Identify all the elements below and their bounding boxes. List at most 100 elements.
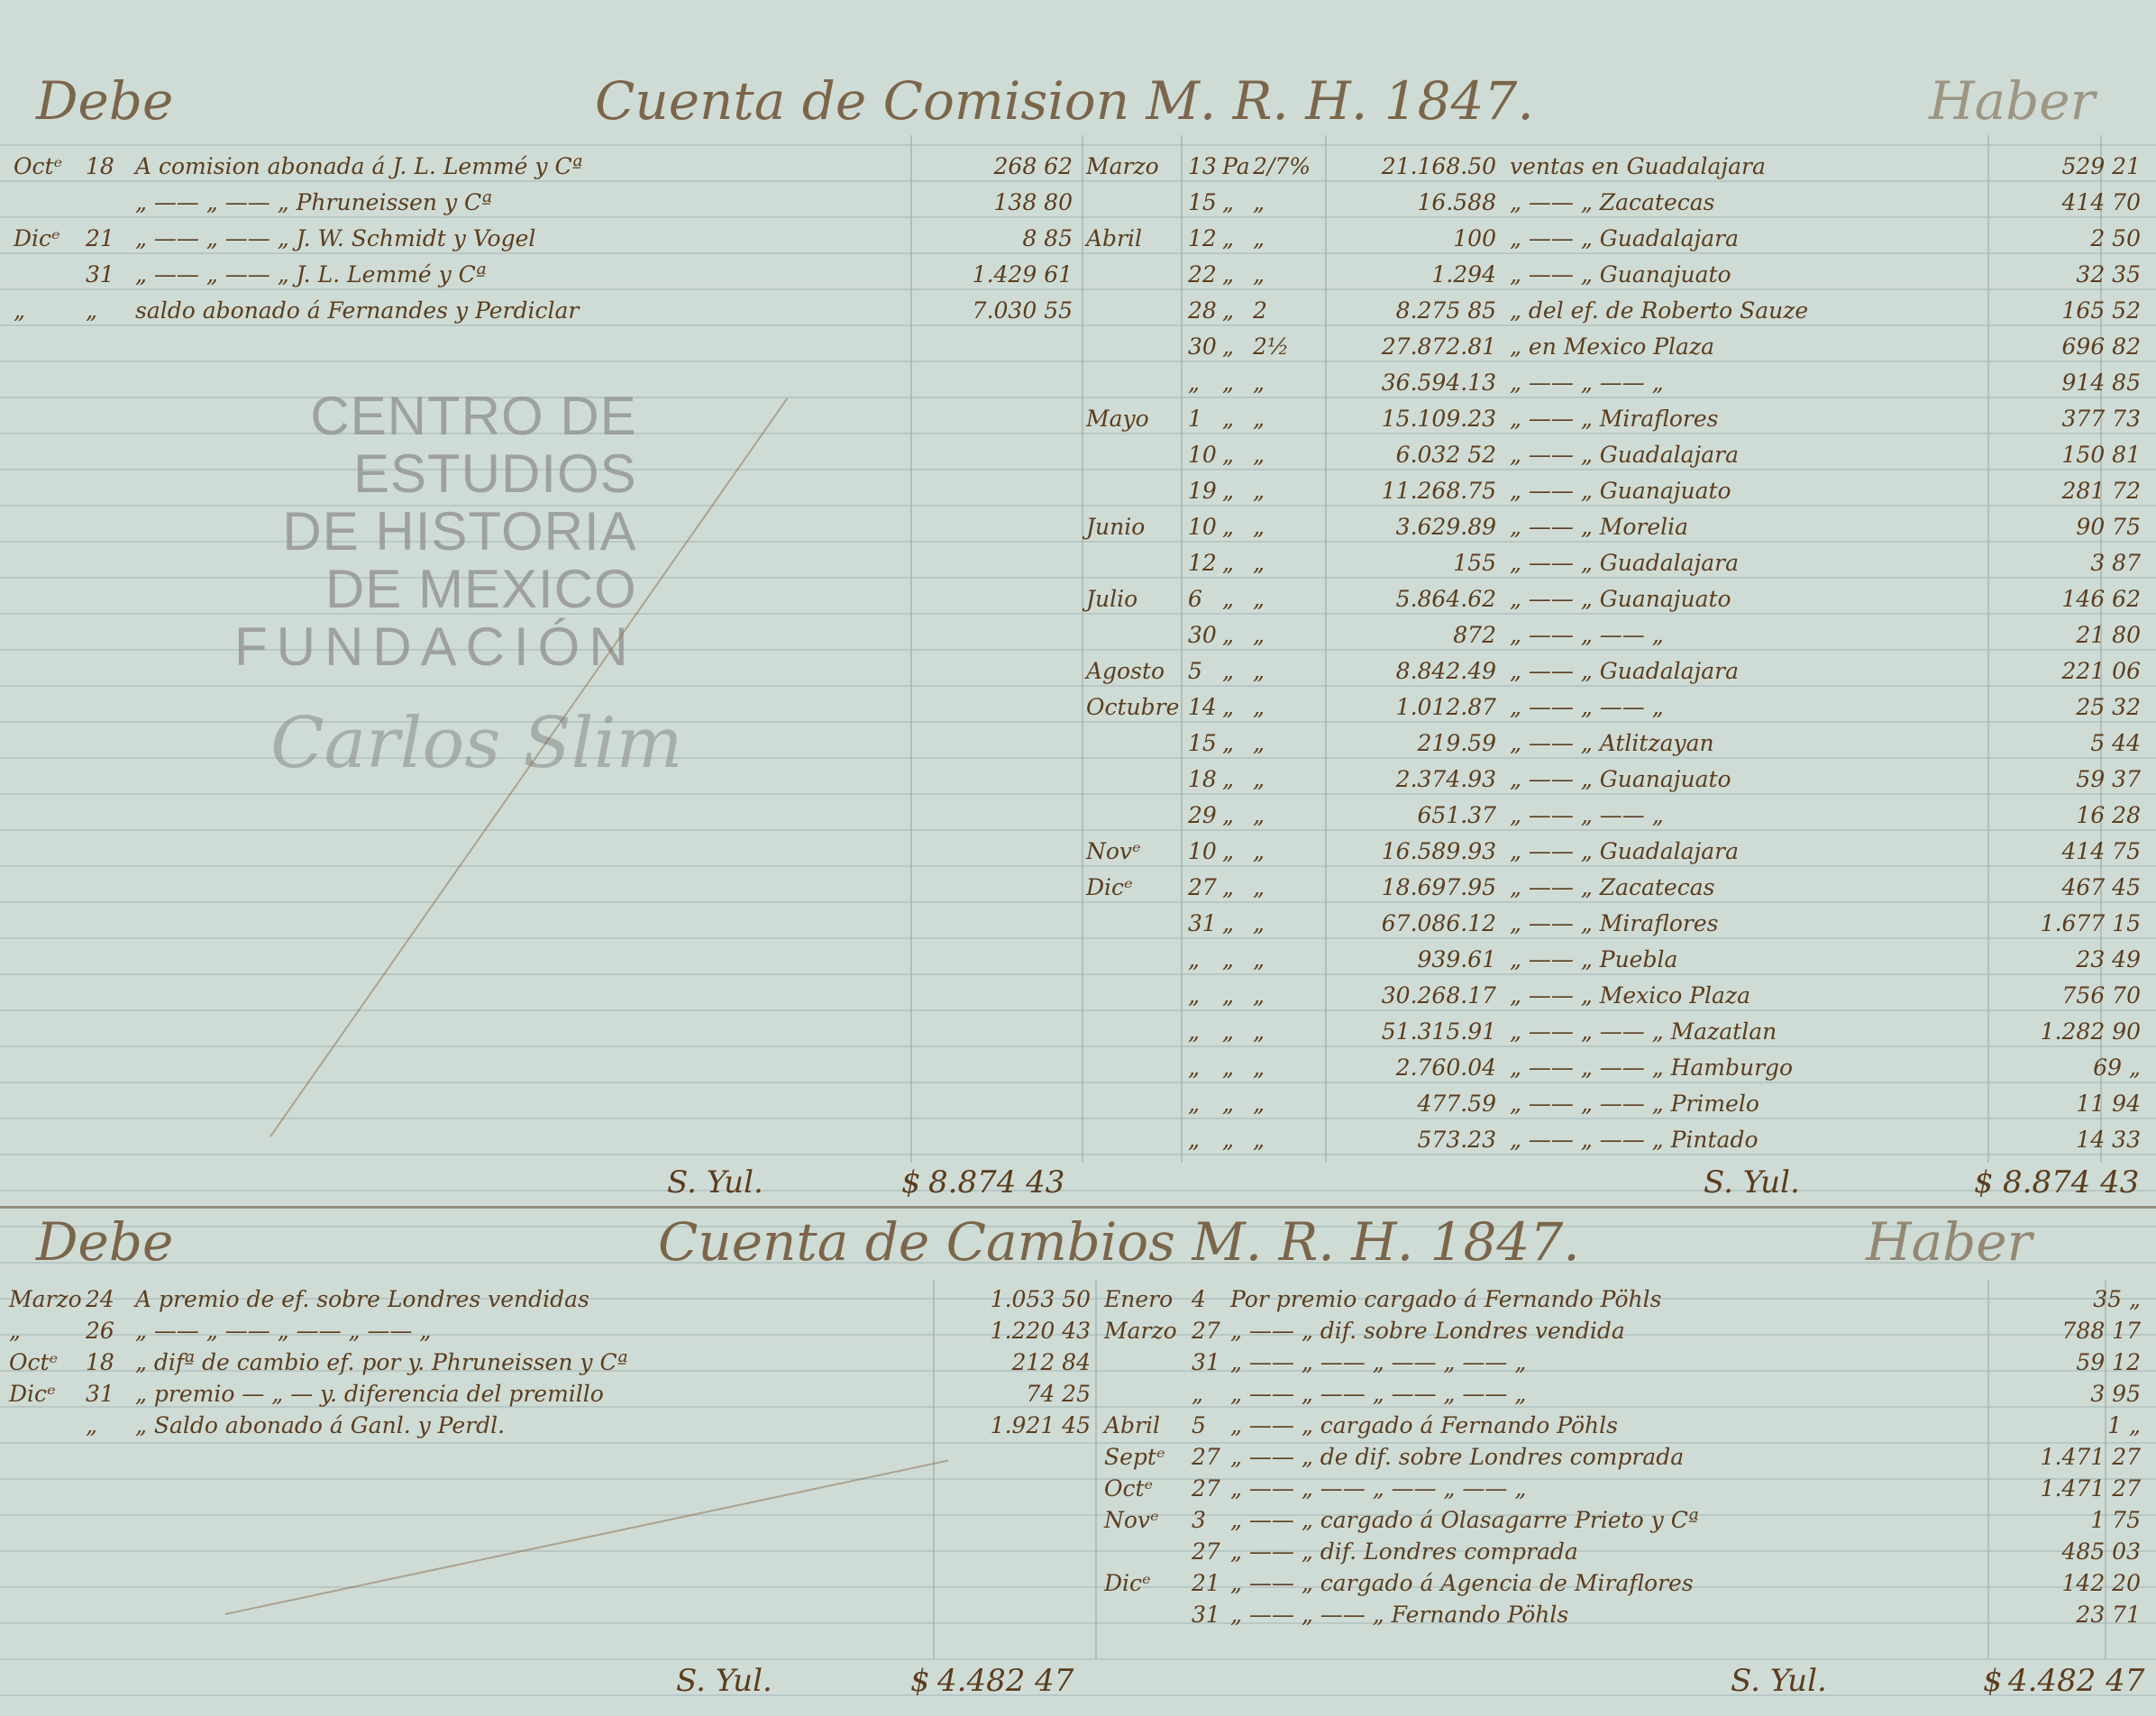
entry-desc: „ en Mexico Plaza <box>1510 333 1715 360</box>
ledger-entry: „ „ Saldo abonado á Ganl. y Perdl. 1.921 4… <box>0 1410 2156 1441</box>
ledger-entry: 10 „ „ 6.032 52 „ —— „ Guadalajara 150 81 <box>0 440 2156 470</box>
entry-amount: 25 32 <box>2076 694 2141 720</box>
debe-total: 8.874 43 <box>928 1164 1065 1200</box>
entry-amount: 1 75 <box>2090 1507 2141 1533</box>
entry-day: „ <box>1188 982 1200 1009</box>
entry-day: 27 <box>1192 1444 1220 1470</box>
entry-ref: „ <box>1222 838 1234 864</box>
entry-amount: 696 82 <box>2061 333 2141 360</box>
ledger-entry: 22 „ „ 1.294 „ —— „ Guanajuato 32 35 <box>0 260 2156 290</box>
ledger-entry: 15 „ „ 16.588 „ —— „ Zacatecas 414 70 <box>0 187 2156 218</box>
ruled-line <box>0 721 2156 723</box>
entry-amount: 281 72 <box>2061 478 2141 504</box>
entry-ref: „ <box>1222 910 1234 936</box>
entry-day: 28 <box>1188 297 1217 324</box>
entry-month: Dicᵉ <box>14 225 60 251</box>
watermark-line: CENTRO DE <box>310 386 637 446</box>
entry-amount: 146 62 <box>2061 586 2141 612</box>
entry-value: 6.032 52 <box>1395 442 1496 468</box>
entry-rate: „ <box>1253 982 1265 1009</box>
entry-amount: 142 20 <box>2061 1570 2141 1596</box>
ruled-line <box>0 216 2156 218</box>
ledger-entry: Dicᵉ 27 „ „ 18.697.95 „ —— „ Zacatecas 467 45 <box>0 872 2156 903</box>
ruled-line <box>0 1009 2156 1011</box>
ruled-line <box>0 1154 2156 1155</box>
entry-desc: „ —— „ —— „ J. W. Schmidt y Vogel <box>135 225 536 251</box>
entry-day: 24 <box>86 1286 114 1312</box>
ledger-entry: 28 „ 2 8.275 85 „ del ef. de Roberto Sauze 16… <box>0 296 2156 326</box>
entry-desc: „ —— „ Puebla <box>1510 946 1678 972</box>
entry-day: „ <box>86 297 97 324</box>
entry-desc: „ —— „ —— „ Hamburgo <box>1510 1054 1794 1081</box>
entry-ref: „ <box>1222 261 1234 288</box>
entry-day: 5 <box>1188 658 1202 684</box>
entry-day: „ <box>1188 1127 1200 1153</box>
entry-amount: 138 80 <box>993 189 1073 215</box>
entry-value: 1.294 <box>1431 261 1496 288</box>
entry-value: 100 <box>1453 225 1496 251</box>
entry-amount: 59 12 <box>2076 1349 2141 1375</box>
entry-desc: „ —— „ —— „ <box>1510 694 1664 720</box>
ruled-line <box>0 1514 2156 1516</box>
column-line <box>1181 135 1183 1163</box>
ledger-entry: Novᵉ 10 „ „ 16.589.93 „ —— „ Guadalajara 414 7… <box>0 836 2156 867</box>
entry-desc: „ —— „ Guanajuato <box>1510 478 1731 504</box>
entry-desc: „ —— „ Miraflores <box>1510 910 1719 936</box>
account-title: Cuenta de Cambios M. R. H. 1847. <box>658 1211 1580 1273</box>
ledger-entry: „ „ —— „ —— „ —— „ —— „ 3 95 <box>0 1379 2156 1410</box>
entry-value: 2.374.93 <box>1395 766 1496 792</box>
entry-desc: „ —— „ Guadalajara <box>1510 225 1740 251</box>
entry-ref: „ <box>1222 874 1234 900</box>
ruled-line <box>0 1658 2156 1660</box>
entry-month: Novᵉ <box>1104 1507 1159 1533</box>
haber-total: 4.482 47 <box>2008 1663 2145 1699</box>
entry-value: 1.012.87 <box>1395 694 1496 720</box>
entry-desc: A premio de ef. sobre Londres vendidas <box>135 1286 589 1312</box>
entry-month: Marzo <box>9 1286 82 1312</box>
column-line <box>2100 135 2102 1163</box>
entry-amount: 529 21 <box>2061 153 2141 179</box>
haber-total-label: S. Yul. <box>1731 1663 1827 1699</box>
entry-amount: 212 84 <box>1011 1349 1091 1375</box>
entry-rate: „ <box>1253 1054 1265 1081</box>
entry-day: 5 <box>1192 1412 1206 1438</box>
entry-month: Agosto <box>1086 658 1165 684</box>
entry-ref: „ <box>1222 406 1234 432</box>
ruled-line <box>0 865 2156 867</box>
ledger-entry: 27 „ —— „ dif. Londres comprada 485 03 <box>0 1537 2156 1567</box>
entry-ref: „ <box>1222 189 1234 215</box>
entry-ref: „ <box>1222 622 1234 648</box>
entry-value: 3.629.89 <box>1395 514 1496 540</box>
entry-desc: „ —— „ Guanajuato <box>1510 586 1731 612</box>
entry-ref: „ <box>1222 802 1234 828</box>
entry-value: 16.589.93 <box>1381 838 1496 864</box>
ruled-line <box>0 793 2156 795</box>
ledger-entry: 30 „ „ 872 „ —— „ —— „ 21 80 <box>0 620 2156 651</box>
entry-rate: „ <box>1253 189 1265 215</box>
entry-rate: „ <box>1253 1091 1265 1117</box>
entry-day: „ <box>1188 370 1200 396</box>
entry-rate: „ <box>1253 514 1265 540</box>
debe-heading: Debe <box>36 70 174 132</box>
ledger-entry: „ „ „ 477.59 „ —— „ —— „ Primelo 11 94 <box>0 1089 2156 1119</box>
entry-value: 11.268.75 <box>1381 478 1496 504</box>
entry-amount: 467 45 <box>2061 874 2141 900</box>
entry-month: Dicᵉ <box>1104 1570 1151 1596</box>
ruled-line <box>0 1082 2156 1083</box>
ledger-entry: Marzo 13 Pa 2/7% 21.168.50 ventas en Guadalaj… <box>0 151 2156 182</box>
entry-desc: „ —— „ Morelia <box>1510 514 1689 540</box>
entry-desc: „ —— „ —— „ Mazatlan <box>1510 1018 1777 1045</box>
entry-month: Junio <box>1086 514 1146 540</box>
watermark-line: DE MEXICO <box>324 559 637 619</box>
entry-desc: „ Saldo abonado á Ganl. y Perdl. <box>135 1412 506 1438</box>
entry-desc: „ —— „ Guanajuato <box>1510 766 1731 792</box>
entry-month: Marzo <box>1086 153 1159 179</box>
entry-value: 36.594.13 <box>1381 370 1496 396</box>
entry-rate: „ <box>1253 910 1265 936</box>
entry-amount: 74 25 <box>1026 1381 1091 1407</box>
entry-month: Septᵉ <box>1104 1444 1165 1470</box>
entry-ref: „ <box>1222 1054 1234 1081</box>
entry-desc: „ del ef. de Roberto Sauze <box>1510 297 1809 324</box>
entry-desc: „ —— „ Guanajuato <box>1510 261 1731 288</box>
entry-rate: 2/7% <box>1253 153 1311 179</box>
